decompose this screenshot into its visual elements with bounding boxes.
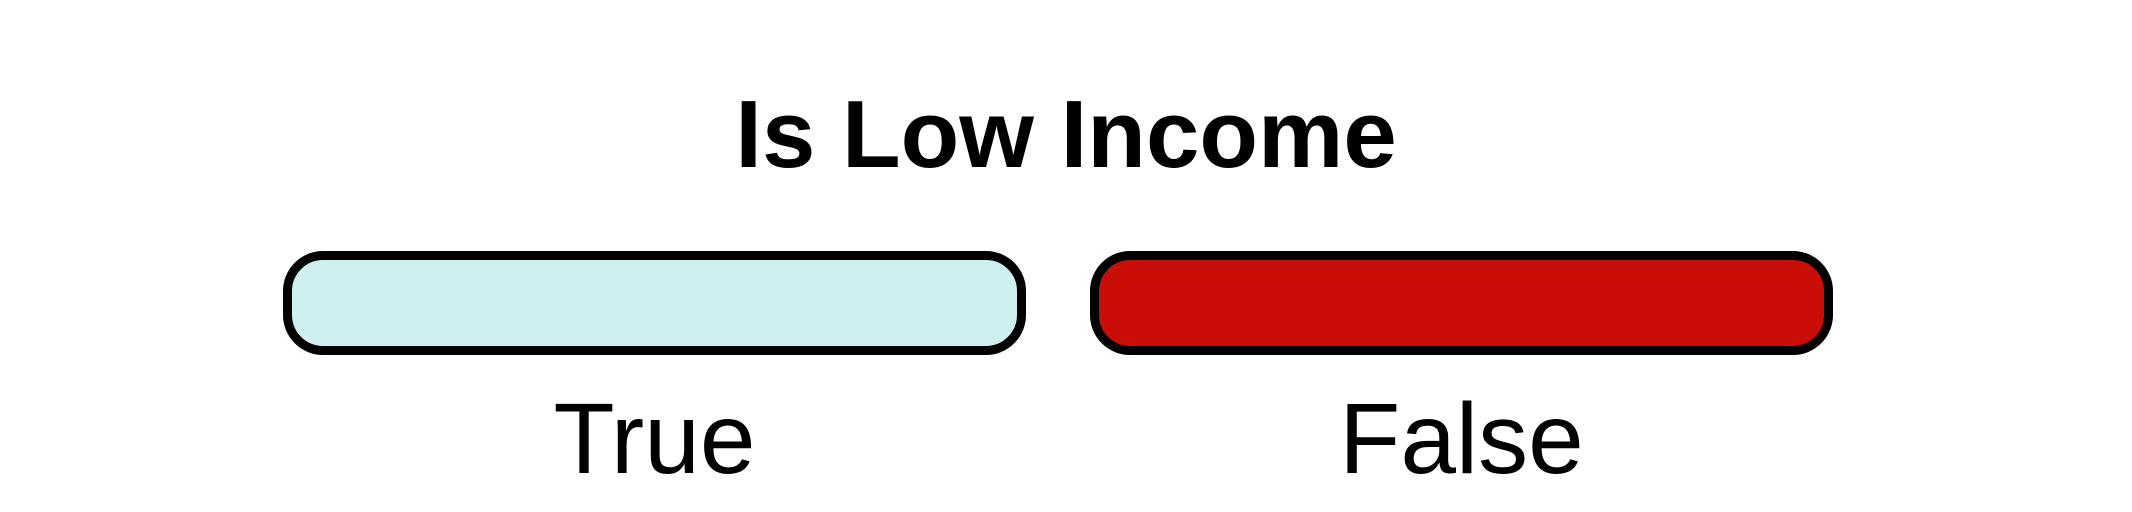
option-false-button[interactable] bbox=[1090, 251, 1833, 355]
option-true-label: True bbox=[553, 383, 756, 495]
question-title: Is Low Income bbox=[735, 81, 1397, 188]
option-false-label: False bbox=[1339, 383, 1584, 495]
option-true-button[interactable] bbox=[283, 251, 1026, 355]
